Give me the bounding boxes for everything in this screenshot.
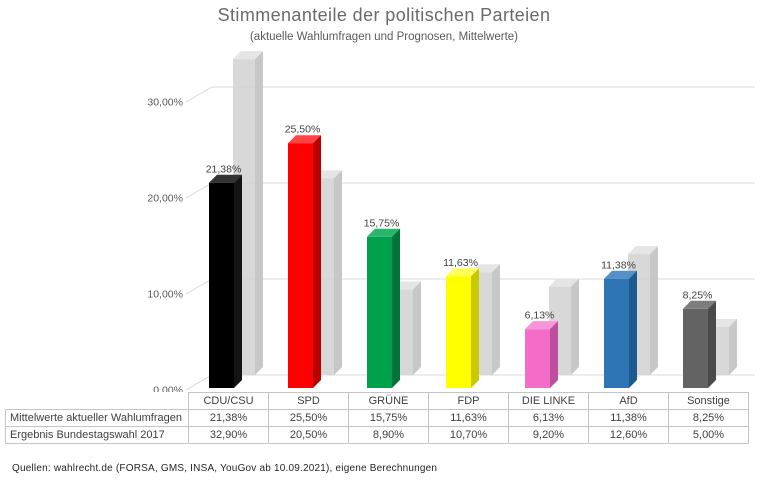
category-header-row: CDU/CSU SPD GRÜNE FDP DIE LINKE AfD Sons… — [6, 392, 749, 410]
bar-poll-0-front-face — [209, 182, 234, 388]
table-cell: 10,70% — [428, 426, 509, 444]
axis-tick — [185, 278, 213, 295]
data-label: 11,38% — [601, 259, 636, 271]
bar-poll-5-top-face — [604, 270, 637, 279]
source-note: Quellen: wahlrecht.de (FORSA, GMS, INSA,… — [12, 463, 438, 474]
category-label: FDP — [428, 392, 509, 410]
category-label: DIE LINKE — [508, 392, 589, 410]
bar-poll-4-front-face — [525, 329, 550, 388]
series-name: Mittelwerte aktueller Wahlumfragen — [5, 409, 189, 427]
bar-poll-4-side-face — [550, 321, 558, 388]
table-cell: 32,90% — [188, 426, 269, 444]
bar-poll-1-side-face — [313, 135, 321, 388]
bar-chart-plot-area: 0,00% 10,00% 20,00% 30,00% 21,38% 25,50% 15,75… — [147, 51, 755, 393]
data-label: 11,63% — [443, 257, 478, 269]
bar-poll-1-front-face — [288, 143, 313, 388]
bar-2017-0-top-face — [233, 51, 263, 60]
bar-poll-2-front-face — [367, 236, 392, 388]
data-label: 6,13% — [525, 310, 555, 322]
table-cell: 9,20% — [508, 426, 589, 444]
bar-poll-2-top-face — [367, 228, 400, 237]
axis-tick — [185, 86, 213, 103]
category-label: SPD — [268, 392, 349, 410]
bar-2017-1-side-face — [334, 170, 342, 375]
table-cell: 5,00% — [668, 426, 749, 444]
bar-poll-6-front-face — [683, 308, 708, 388]
table-cell: 11,38% — [588, 409, 669, 427]
table-row-polls: Mittelwerte aktueller Wahlumfragen 21,38… — [5, 409, 749, 427]
table-cell: 6,13% — [508, 409, 589, 427]
bar-2017-3-side-face — [492, 264, 500, 375]
bar-poll-3-front-face — [446, 276, 471, 388]
bar-poll-4-top-face — [525, 321, 558, 330]
axis-tick — [185, 182, 213, 199]
bar-poll-2-side-face — [392, 228, 400, 388]
bar-poll-0-top-face — [209, 174, 242, 183]
data-label: 25,50% — [285, 124, 321, 136]
data-label: 21,38% — [206, 163, 242, 175]
bar-poll-5-side-face — [629, 270, 637, 388]
table-cell: 8,90% — [348, 426, 429, 444]
series-name: Ergebnis Bundestagswahl 2017 — [5, 426, 189, 444]
y-axis-tick-label: 10,00% — [147, 289, 183, 301]
bar-poll-3-side-face — [471, 268, 479, 388]
bar-poll-6-side-face — [708, 300, 716, 388]
category-label: GRÜNE — [348, 392, 429, 410]
data-label: 8,25% — [683, 289, 713, 301]
chart-subtitle: (aktuelle Wahlumfragen und Prognosen, Mi… — [249, 31, 519, 43]
table-cell: 25,50% — [268, 409, 349, 427]
bar-poll-3-top-face — [446, 268, 479, 277]
bar-poll-5-front-face — [604, 278, 629, 388]
y-axis-tick-label: 0,00% — [153, 385, 183, 393]
data-label: 15,75% — [364, 217, 400, 229]
table-cell: 11,63% — [428, 409, 509, 427]
bar-2017-4-side-face — [571, 278, 579, 375]
table-cell: 15,75% — [348, 409, 429, 427]
table-cell: 21,38% — [188, 409, 269, 427]
table-row-election-2017: Ergebnis Bundestagswahl 2017 32,90% 20,5… — [5, 426, 749, 444]
table-cell: 8,25% — [668, 409, 749, 427]
data-table: CDU/CSU SPD GRÜNE FDP DIE LINKE AfD Sons… — [5, 392, 749, 444]
category-label: Sonstige — [668, 392, 749, 410]
y-axis-tick-label: 30,00% — [147, 97, 183, 109]
bar-2017-6-side-face — [729, 319, 737, 375]
y-axis-tick-label: 20,00% — [147, 193, 183, 205]
table-corner-cell — [6, 393, 189, 410]
bar-poll-6-top-face — [683, 300, 716, 309]
bar-poll-0-side-face — [234, 174, 242, 388]
table-cell: 12,60% — [588, 426, 669, 444]
category-label: AfD — [588, 392, 669, 410]
category-label: CDU/CSU — [188, 392, 269, 410]
chart-title: Stimmenanteile der politischen Parteien — [217, 5, 551, 25]
table-cell: 20,50% — [268, 426, 349, 444]
axis-tick — [185, 374, 213, 391]
bar-2017-2-side-face — [413, 281, 421, 375]
bar-2017-4-top-face — [549, 278, 579, 287]
bar-2017-5-side-face — [650, 246, 658, 375]
bar-2017-5-top-face — [628, 246, 658, 255]
bar-2017-0-side-face — [255, 51, 263, 375]
bar-poll-1-top-face — [288, 135, 321, 144]
